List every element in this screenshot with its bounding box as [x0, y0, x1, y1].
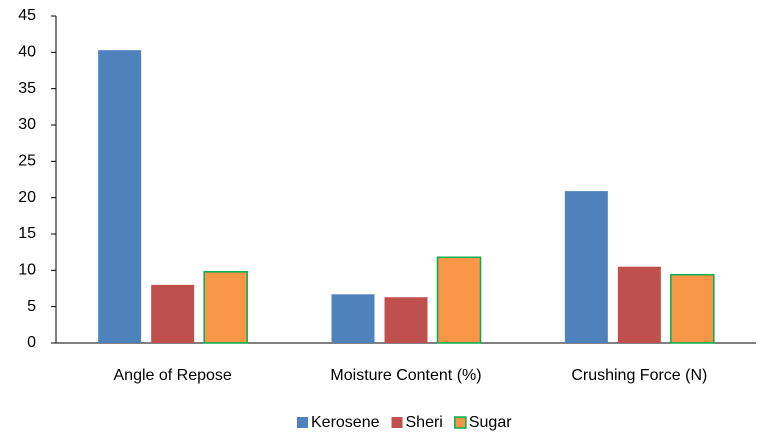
y-tick-label: 15 [18, 225, 36, 242]
bar [670, 273, 715, 344]
x-tick-label: Moisture Content (%) [330, 367, 481, 384]
legend-label: Sheri [406, 414, 443, 431]
y-tick-label: 5 [27, 298, 36, 315]
x-tick-label: Crushing Force (N) [571, 367, 707, 384]
bar [151, 284, 195, 343]
bar [617, 266, 661, 343]
y-tick-label: 10 [18, 262, 36, 279]
bar [436, 256, 482, 344]
y-tick-label: 45 [18, 7, 36, 24]
bar [331, 294, 375, 343]
bar [384, 297, 428, 343]
x-tick-label: Angle of Repose [114, 367, 232, 384]
bar [203, 271, 248, 344]
y-tick-label: 20 [18, 189, 36, 206]
y-tick-label: 30 [18, 116, 36, 133]
legend-label: Kerosene [311, 414, 380, 431]
legend-label: Sugar [469, 414, 512, 431]
legend-swatch [454, 416, 467, 429]
y-tick-label: 25 [18, 153, 36, 170]
y-tick-label: 40 [18, 44, 36, 61]
y-tick-label: 35 [18, 80, 36, 97]
legend-swatch [391, 417, 403, 428]
bar [98, 50, 142, 344]
legend-swatch [297, 417, 308, 428]
y-tick-label: 0 [27, 334, 36, 351]
bar [564, 191, 608, 343]
